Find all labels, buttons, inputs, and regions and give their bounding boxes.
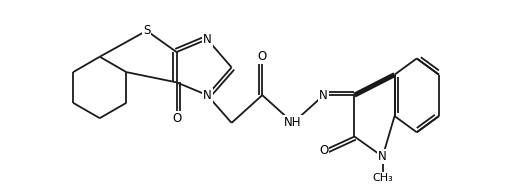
Text: O: O: [319, 144, 328, 157]
Text: O: O: [172, 112, 181, 125]
Text: S: S: [143, 24, 150, 37]
Text: N: N: [319, 89, 328, 102]
Text: N: N: [378, 150, 387, 163]
Text: N: N: [203, 89, 212, 102]
Text: CH₃: CH₃: [372, 173, 393, 183]
Text: O: O: [258, 50, 267, 63]
Text: NH: NH: [284, 116, 302, 129]
Text: N: N: [203, 33, 212, 46]
